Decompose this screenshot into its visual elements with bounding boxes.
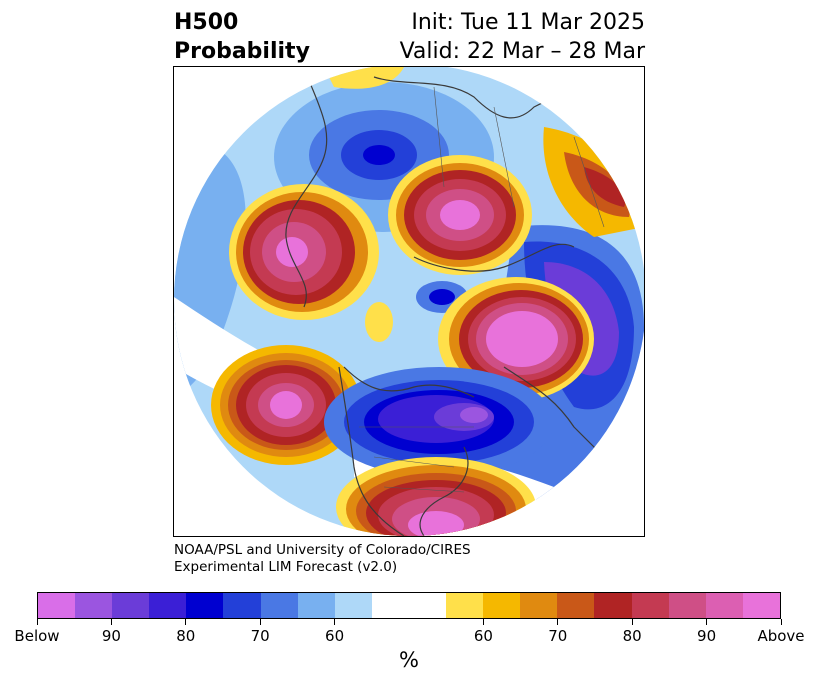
colorbar-segment: [520, 593, 558, 618]
colorbar-tick: [631, 619, 633, 625]
border-asia-1: [433, 86, 445, 188]
colorbar-tick: [482, 619, 484, 625]
border-asia-2: [493, 106, 515, 208]
siberia-core: [440, 200, 480, 230]
central-yellow-patch: [365, 302, 393, 342]
coastline-greenland: [285, 67, 328, 308]
colorbar-segment: [742, 593, 780, 618]
colorbar-segment: [334, 593, 372, 618]
colorbar-segment: [297, 593, 335, 618]
border-states-1: [373, 456, 455, 468]
colorbar-tick: [557, 619, 559, 625]
colorbar-tick-label: 60: [325, 627, 345, 645]
init-date: Init: Tue 11 Mar 2025: [411, 10, 645, 35]
forecast-dates: Init: Tue 11 Mar 2025 Valid: 22 Mar – 28…: [400, 8, 645, 66]
colorbar-segment: [705, 593, 743, 618]
coastline-alaska: [343, 366, 475, 398]
ne-anomaly-core: [584, 167, 626, 207]
colorbar-segment: [446, 593, 484, 618]
west-high-core: [276, 237, 308, 267]
colorbar-tick: [334, 619, 336, 625]
probability-map: [174, 67, 644, 536]
border-states-2: [383, 486, 465, 493]
colorbar-tick-label: Below: [14, 627, 60, 645]
colorbar-tick-label: Above: [757, 627, 805, 645]
title-variable: H500: [174, 10, 239, 35]
colorbar-segment: [38, 593, 76, 618]
colorbar-tick: [259, 619, 261, 625]
colorbar: [37, 592, 781, 619]
colorbar-segment: [594, 593, 632, 618]
colorbar-tick-label: 60: [473, 627, 493, 645]
colorbar-segment: [186, 593, 224, 618]
colorbar-tick: [185, 619, 187, 625]
colorbar-segment: [483, 593, 521, 618]
colorbar-segment: [371, 593, 447, 618]
colorbar-tick: [110, 619, 112, 625]
colorbar-tick: [36, 619, 38, 625]
colorbar-segment: [260, 593, 298, 618]
colorbar-segment: [75, 593, 113, 618]
colorbar-unit-label: %: [399, 648, 419, 672]
coastline-west-na: [338, 366, 405, 536]
coastline-eurasia: [413, 243, 575, 272]
credit-line-2: Experimental LIM Forecast (v2.0): [174, 559, 398, 575]
colorbar-tick-label: 80: [176, 627, 196, 645]
colorbar-segment: [557, 593, 595, 618]
central-low-core: [429, 289, 455, 305]
colorbar-tick-label: 70: [548, 627, 568, 645]
border-europe: [573, 136, 605, 228]
credit-text: NOAA/PSL and University of Colorado/CIRE…: [174, 542, 471, 576]
colorbar-tick: [706, 619, 708, 625]
colorbar-tick-label: 90: [101, 627, 121, 645]
na-low-core: [460, 407, 488, 423]
colorbar-tick-label: 70: [250, 627, 270, 645]
coastline-east-na: [419, 446, 469, 536]
colorbar-tick-label: 80: [622, 627, 642, 645]
pacific-high-core: [270, 391, 302, 419]
east-high-core: [486, 311, 558, 367]
colorbar-segment: [631, 593, 669, 618]
colorbar-tick: [780, 619, 782, 625]
arctic-blue-center: [363, 145, 395, 165]
borders: [359, 86, 605, 493]
credit-line-1: NOAA/PSL and University of Colorado/CIRE…: [174, 542, 471, 558]
colorbar-segment: [223, 593, 261, 618]
title-field: Probability: [174, 39, 310, 64]
colorbar-tick-label: 90: [697, 627, 717, 645]
colorbar-segment: [149, 593, 187, 618]
colorbar-segment: [112, 593, 150, 618]
chart-title: H500 Probability: [174, 8, 310, 66]
valid-date: Valid: 22 Mar – 28 Mar: [399, 39, 645, 64]
colorbar-segment: [668, 593, 706, 618]
map-panel: [173, 66, 645, 537]
